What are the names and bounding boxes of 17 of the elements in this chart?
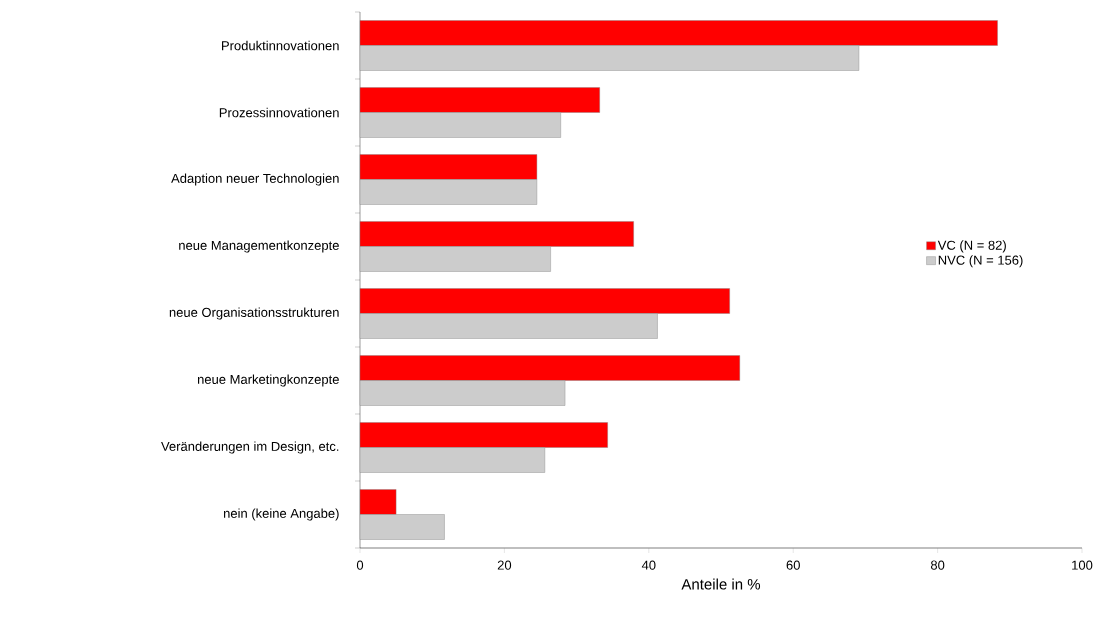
y-tick-label: Produktinnovationen bbox=[222, 40, 339, 51]
y-tick-label: neue Managementkonzepte bbox=[179, 240, 339, 253]
x-tick-label: 80 bbox=[930, 560, 945, 570]
y-tick-label: Prozessinnovationen bbox=[219, 107, 339, 118]
y-tick-label: neue Organisationsstrukturen bbox=[169, 307, 339, 320]
x-tick-label: 100 bbox=[1072, 560, 1093, 570]
y-tick-label: Adaption neuer Technologien bbox=[171, 173, 339, 186]
x-tick-label: 0 bbox=[356, 560, 364, 570]
legend-label: VC (N = 82) bbox=[937, 240, 1006, 253]
x-tick-label: 40 bbox=[641, 560, 656, 570]
x-tick-label: 60 bbox=[786, 560, 800, 570]
legend-label: NVC (N = 156) bbox=[938, 255, 1023, 268]
x-tick-label: 20 bbox=[497, 560, 512, 570]
x-axis-title: Anteile in % bbox=[681, 578, 761, 590]
y-tick-label: neue Marketingkonzepte bbox=[197, 374, 339, 387]
y-tick-label: Veränderungen im Design, etc. bbox=[161, 441, 339, 454]
y-tick-label: nein (keine Angabe) bbox=[223, 508, 339, 521]
